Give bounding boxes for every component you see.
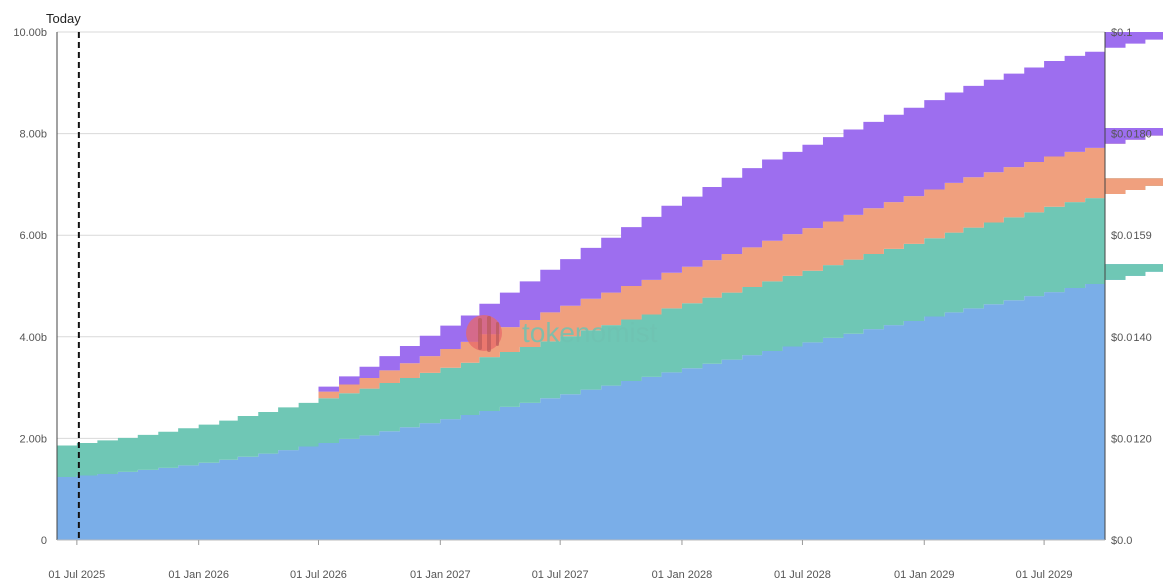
area-series-2 [57,178,1163,478]
y-tick-label-right: $0.0 159 [1111,230,1152,242]
y-tick-label-left: 2.00b [19,433,47,445]
area-series-4 [57,32,1163,446]
stacked-areas [57,32,1163,540]
axes: 0 $0.0 2.00b $0.0 120 4.00b $0.0 140 6.00b $0.0… [13,27,1151,581]
today-label: Today [46,11,81,26]
y-tick-label-left: 10.00b [13,27,47,39]
x-tick-label: 01 Jul 2026 [290,569,347,581]
y-tick-label-right: $0.0 140 [1111,332,1152,344]
x-tick-label: 01 Jul 2027 [532,569,589,581]
area-series-1 [57,264,1163,540]
x-tick-label: 01 Jan 2028 [652,569,713,581]
y-tick-label-right: $0.1 [1111,27,1132,39]
area-series-3 [57,128,1163,446]
x-tick-label: 01 Jul 2025 [48,569,105,581]
y-tick-label-left: 0 [41,535,47,547]
y-tick-label-right: $0.0 180 [1111,129,1152,141]
y-tick-label-right: $0.0 120 [1111,433,1152,445]
tokenomist-logo-icon [466,315,502,352]
y-tick-label-left: 4.00b [19,332,47,344]
x-tick-label: 01 Jul 2029 [1016,569,1073,581]
x-tick-label: 01 Jan 2026 [168,569,229,581]
watermark: tokenomist [466,315,658,352]
x-tick-label: 01 Jan 2027 [410,569,471,581]
y-tick-label-left: 8.00b [19,129,47,141]
today-marker: Today [46,11,81,540]
x-tick-label: 01 Jul 2028 [774,569,831,581]
x-tick-label: 01 Jan 2029 [894,569,955,581]
y-tick-label-left: 6.00b [19,230,47,242]
y-tick-label-right: $0.0 [1111,535,1132,547]
watermark-text: tokenomist [522,317,658,348]
